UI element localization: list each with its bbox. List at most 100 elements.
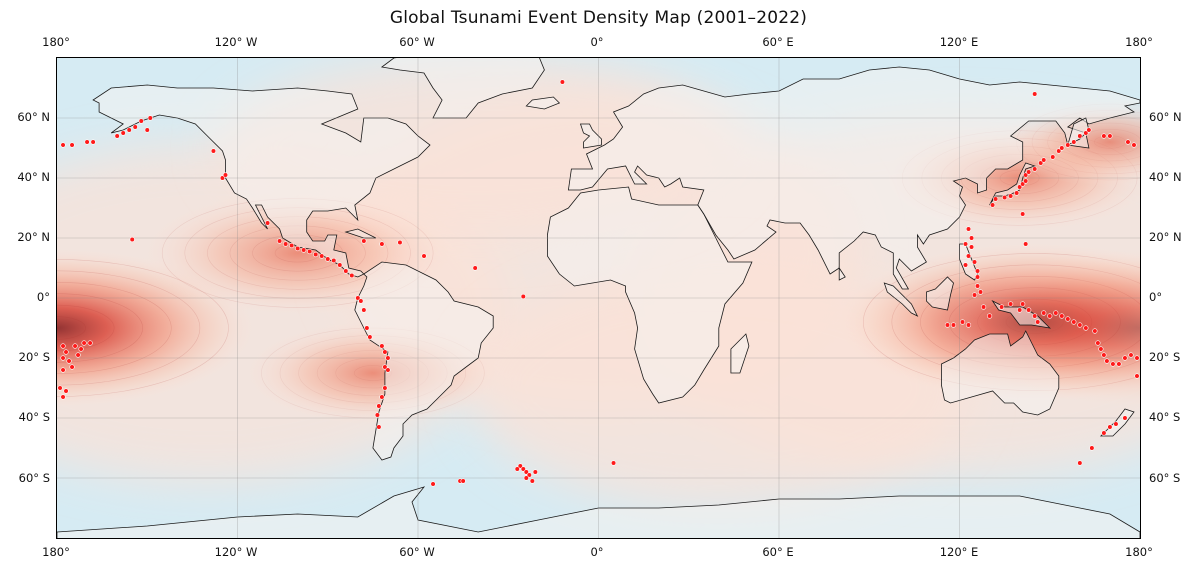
density-contour: [57, 316, 86, 340]
tsunami-event-marker: [325, 256, 331, 262]
lon-tick-bottom: 180°: [1125, 545, 1153, 559]
tsunami-event-marker: [1020, 181, 1026, 187]
tsunami-event-marker: [1116, 361, 1122, 367]
tsunami-event-marker: [301, 247, 307, 253]
tsunami-event-marker: [1008, 193, 1014, 199]
tsunami-event-marker: [1134, 355, 1140, 361]
tsunami-event-marker: [1056, 148, 1062, 154]
tsunami-event-marker: [219, 175, 226, 181]
tsunami-event-marker: [968, 244, 975, 250]
tsunami-event-marker: [1023, 178, 1029, 184]
tsunami-event-marker: [60, 394, 66, 400]
tsunami-event-marker: [295, 245, 301, 252]
tsunami-event-marker: [944, 322, 951, 328]
tsunami-event-marker: [69, 142, 75, 148]
tsunami-event-marker: [374, 412, 380, 418]
tsunami-event-marker: [1065, 142, 1071, 148]
tsunami-event-marker: [1065, 316, 1071, 322]
tsunami-event-marker: [460, 478, 466, 484]
landmass-antarctica: [57, 486, 1140, 538]
lon-tick-bottom: 180°: [42, 545, 70, 559]
tsunami-event-marker: [376, 403, 382, 409]
tsunami-event-marker: [986, 313, 993, 319]
lon-tick-top: 180°: [42, 35, 70, 49]
tsunami-event-marker: [472, 265, 478, 271]
tsunami-event-marker: [1026, 307, 1032, 313]
tsunami-event-marker: [1077, 460, 1083, 466]
tsunami-event-marker: [1050, 154, 1056, 160]
tsunami-event-marker: [517, 463, 523, 469]
tsunami-event-marker: [361, 307, 367, 313]
tsunami-event-marker: [1023, 172, 1029, 178]
tsunami-event-marker: [57, 385, 63, 391]
tsunami-event-marker: [264, 220, 271, 226]
tsunami-event-marker: [75, 352, 81, 358]
tsunami-event-marker: [379, 241, 385, 247]
tsunami-event-marker: [962, 262, 969, 268]
tsunami-event-marker: [529, 478, 535, 484]
lat-tick-right: 20° N: [1149, 230, 1182, 244]
tsunami-event-marker: [63, 388, 69, 394]
tsunami-event-marker: [1101, 430, 1107, 436]
tsunami-event-marker: [1053, 310, 1059, 316]
tsunami-event-marker: [1071, 139, 1077, 145]
tsunami-event-marker: [1134, 373, 1140, 379]
tsunami-event-marker: [974, 268, 981, 274]
tsunami-event-marker: [379, 394, 385, 400]
tsunami-event-marker: [971, 259, 978, 265]
tsunami-event-marker: [959, 319, 966, 325]
tsunami-event-marker: [520, 466, 526, 472]
tsunami-event-marker: [138, 118, 144, 124]
map-panel[interactable]: [56, 57, 1141, 539]
lat-tick-left: 40° N: [17, 170, 50, 184]
tsunami-event-marker: [421, 253, 427, 259]
tsunami-event-marker: [968, 235, 975, 241]
tsunami-event-marker: [1083, 130, 1089, 136]
tsunami-event-marker: [385, 355, 391, 361]
lon-tick-bottom: 60° E: [762, 545, 794, 559]
tsunami-event-marker: [1041, 157, 1047, 163]
tsunami-event-marker: [1023, 241, 1029, 247]
lon-tick-top: 120° W: [214, 35, 258, 49]
tsunami-event-marker: [1095, 340, 1101, 346]
map-canvas: [57, 58, 1140, 538]
landmass-greenland: [380, 58, 545, 119]
tsunami-event-marker: [60, 367, 66, 373]
tsunami-event-marker: [977, 289, 984, 295]
landmass-sri-lanka: [838, 266, 846, 281]
tsunami-event-marker: [1014, 190, 1020, 196]
lat-tick-right: 60° S: [1149, 471, 1181, 485]
landmass-cuba: [344, 228, 377, 239]
tsunami-event-marker: [1017, 307, 1023, 313]
tsunami-event-marker: [289, 242, 295, 249]
tsunami-event-marker: [307, 248, 313, 255]
tsunami-event-marker: [1101, 352, 1107, 358]
landmass-australia: [941, 330, 1060, 416]
map-title: Global Tsunami Event Density Map (2001–2…: [389, 8, 808, 28]
tsunami-event-marker: [1110, 361, 1116, 367]
tsunami-event-marker: [1101, 133, 1107, 139]
tsunami-event-marker: [63, 349, 69, 355]
landmass-europe-asia: [567, 66, 1140, 290]
tsunami-event-marker: [1098, 346, 1104, 352]
tsunami-event-marker: [382, 349, 388, 355]
tsunami-event-marker: [1092, 328, 1098, 334]
tsunami-event-marker: [385, 367, 391, 373]
tsunami-event-marker: [980, 304, 987, 310]
tsunami-event-marker: [974, 283, 981, 289]
lon-tick-bottom: 120° E: [939, 545, 979, 559]
tsunami-event-marker: [1020, 211, 1026, 217]
lat-tick-left: 20° N: [17, 230, 50, 244]
tsunami-event-marker: [355, 295, 361, 301]
tsunami-event-marker: [1113, 421, 1119, 427]
lat-tick-right: 60° N: [1149, 110, 1182, 124]
tsunami-event-marker: [1017, 184, 1023, 190]
tsunami-event-marker: [1131, 142, 1137, 148]
tsunami-event-marker: [1077, 322, 1083, 328]
landmass-north-america: [92, 84, 431, 278]
tsunami-event-marker: [1032, 313, 1038, 319]
tsunami-event-marker: [60, 343, 66, 349]
density-contour: [57, 270, 201, 386]
tsunami-event-marker: [974, 274, 981, 280]
tsunami-event-marker: [144, 127, 150, 133]
